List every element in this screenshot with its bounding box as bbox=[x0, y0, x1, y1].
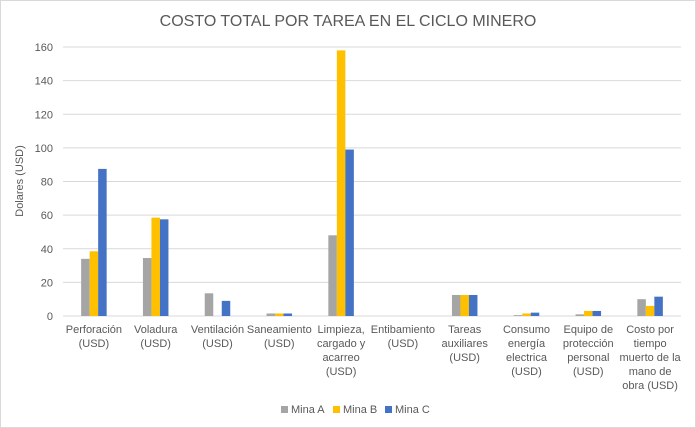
bar-mina-c bbox=[592, 310, 602, 316]
y-axis-label: Dolares (USD) bbox=[14, 145, 26, 217]
legend-label: Mina B bbox=[343, 404, 377, 416]
legend-swatch bbox=[333, 406, 340, 413]
bar-mina-b bbox=[460, 294, 469, 316]
bars bbox=[81, 50, 663, 317]
bar-mina-c bbox=[159, 219, 169, 316]
bar-mina-a bbox=[513, 315, 523, 316]
bar-mina-b bbox=[645, 305, 655, 316]
legend-swatch bbox=[281, 406, 288, 413]
x-tick-label: Perforación (USD) bbox=[66, 324, 122, 350]
x-tick-label: Consumo energía electrica (USD) bbox=[503, 324, 550, 378]
x-tick-label: Saneamiento (USD) bbox=[247, 324, 312, 350]
bar-mina-a bbox=[575, 314, 585, 316]
bar-mina-b bbox=[275, 313, 284, 316]
y-tick-label: 80 bbox=[41, 177, 53, 189]
x-tick-label: Costo por tiempo muerto de la mano de obra (… bbox=[620, 324, 682, 392]
x-axis-categories: Perforación (USD) Voladura (USD) Ventilación… bbox=[66, 324, 682, 392]
bar-mina-c bbox=[654, 296, 663, 316]
legend: Mina A Mina B Mina C bbox=[281, 404, 430, 416]
bar-mina-b bbox=[89, 251, 99, 316]
bar-mina-b bbox=[336, 50, 346, 317]
x-tick-label: Limpieza, cargado y acarreo (USD) bbox=[317, 324, 366, 378]
bar-mina-a bbox=[637, 299, 646, 316]
bar-mina-a bbox=[451, 294, 461, 316]
y-axis-ticks: 0 20 40 60 80 100 120 140 160 bbox=[35, 42, 53, 323]
x-tick-label: Voladura (USD) bbox=[134, 324, 178, 350]
bar-mina-a bbox=[328, 235, 337, 316]
bar-mina-b bbox=[584, 310, 593, 316]
x-tick-label: Tareas auxiliares (USD) bbox=[441, 324, 488, 364]
y-tick-label: 120 bbox=[35, 109, 53, 121]
y-tick-label: 160 bbox=[35, 42, 53, 54]
bar-mina-a bbox=[204, 293, 214, 316]
bar-mina-c bbox=[530, 312, 540, 316]
bar-mina-a bbox=[266, 313, 276, 316]
bar-mina-c bbox=[468, 294, 478, 316]
bar-mina-b bbox=[151, 217, 160, 316]
x-tick-label: Equipo de protección personal (USD) bbox=[563, 324, 614, 378]
bar-mina-a bbox=[142, 257, 152, 316]
y-tick-label: 140 bbox=[35, 76, 53, 88]
y-tick-label: 0 bbox=[47, 311, 53, 323]
y-tick-label: 100 bbox=[35, 143, 53, 155]
y-tick-label: 40 bbox=[41, 244, 53, 256]
bar-mina-c bbox=[345, 149, 354, 316]
x-tick-label: Entibamiento (USD) bbox=[371, 324, 435, 350]
y-tick-label: 60 bbox=[41, 210, 53, 222]
bar-mina-b bbox=[522, 313, 531, 316]
x-tick-label: Ventilación (USD) bbox=[191, 324, 244, 350]
legend-label: Mina A bbox=[291, 404, 325, 416]
bar-mina-c bbox=[98, 168, 107, 316]
bar-mina-c bbox=[221, 300, 231, 316]
legend-swatch bbox=[385, 406, 392, 413]
chart-title: COSTO TOTAL POR TAREA EN EL CICLO MINERO bbox=[160, 13, 537, 30]
bar-mina-c bbox=[283, 313, 293, 316]
y-tick-label: 20 bbox=[41, 277, 53, 289]
bar-mina-a bbox=[81, 258, 90, 316]
legend-label: Mina C bbox=[395, 404, 430, 416]
